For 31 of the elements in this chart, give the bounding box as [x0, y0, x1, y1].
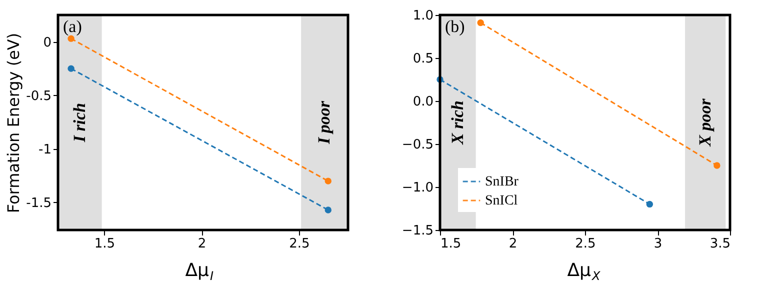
y-tick-label: 0.5 [412, 52, 434, 66]
y-tick-label: −0.5 [402, 138, 434, 152]
point [68, 35, 74, 42]
x-tick-label: 1.5 [94, 236, 115, 252]
band-label: X poor [695, 98, 714, 148]
band-label: X rich [448, 100, 467, 146]
x-tick-label: 2 [198, 236, 206, 252]
point [68, 65, 74, 72]
y-tick-label: −1.0 [402, 180, 434, 196]
y-axis-title: Formation Energy (eV) [4, 32, 24, 214]
legend-label: SnICl [485, 194, 518, 208]
y-tick-label: -1 [38, 142, 52, 158]
x-tick-label: 1.5 [440, 236, 462, 252]
x-tick-label: 2.5 [575, 236, 596, 252]
y-tick-label: 1.0 [412, 8, 434, 24]
x-tick-label: 3 [654, 236, 662, 252]
point [324, 206, 332, 214]
band-label: I poor [314, 100, 334, 145]
x-tick-label: 2 [508, 236, 518, 252]
y-tick-label: 0.0 [412, 94, 434, 110]
legend-label: SnIBr [485, 174, 519, 190]
y-tick-label: -1.5 [26, 196, 52, 211]
y-tick-label: 0 [43, 35, 52, 50]
point [324, 178, 332, 184]
x-tick-label: 3.5 [710, 236, 730, 252]
y-tick-label: -0.5 [26, 88, 52, 104]
annotation: (a) [63, 17, 82, 36]
y-tick-label: −1.5 [402, 224, 434, 238]
annotation: (b) [445, 17, 465, 36]
x-tick-label: 2.5 [289, 236, 310, 252]
band-label: I rich [70, 102, 89, 144]
